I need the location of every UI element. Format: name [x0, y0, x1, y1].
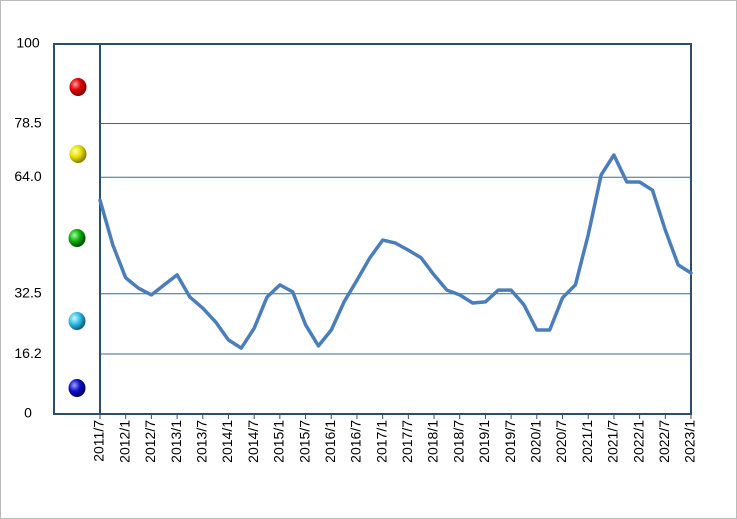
y-tick-label: 64.0 — [14, 168, 41, 184]
x-tick-label: 2018/1 — [425, 420, 441, 463]
x-tick-label: 2021/1 — [579, 420, 595, 463]
x-tick-label: 2021/7 — [605, 420, 621, 463]
x-tick-label: 2019/1 — [476, 420, 492, 463]
data-line — [98, 153, 693, 350]
x-tick-label: 2017/1 — [373, 420, 389, 463]
x-tick-label: 2016/7 — [348, 420, 364, 463]
x-tick-label: 2013/7 — [193, 420, 209, 463]
x-tick-label: 2013/1 — [168, 420, 184, 463]
x-tick-label: 2012/1 — [116, 420, 132, 463]
y-tick-label: 100 — [16, 35, 40, 51]
y-tick-label: 78.5 — [14, 114, 41, 130]
zone-dot — [68, 379, 86, 397]
x-tick-label: 2014/1 — [219, 420, 235, 463]
x-tick-label: 2015/7 — [296, 420, 312, 463]
zone-dot — [69, 145, 87, 163]
zone-dot — [68, 229, 86, 247]
x-tick-label: 2018/7 — [450, 420, 466, 463]
x-tick-label: 2020/1 — [528, 420, 544, 463]
x-tick-label: 2022/7 — [656, 420, 672, 463]
x-tick-label: 2016/1 — [322, 420, 338, 463]
x-tick-label: 2012/7 — [142, 420, 158, 463]
x-tick-label: 2011/7 — [91, 420, 107, 462]
y-tick-label: 16.2 — [14, 345, 41, 361]
x-tick-label: 2015/1 — [271, 420, 287, 463]
x-tick-label: 2020/7 — [553, 420, 569, 463]
y-tick-label: 0 — [24, 405, 32, 421]
x-tick-label: 2023/1 — [682, 420, 698, 463]
x-tick-label: 2017/7 — [399, 420, 415, 463]
x-tick-label: 2022/1 — [630, 420, 646, 463]
y-tick-label: 32.5 — [14, 284, 41, 300]
zone-dot — [68, 312, 86, 330]
plot-frame — [99, 43, 692, 415]
zone-dot — [69, 78, 87, 96]
x-tick-label: 2019/7 — [502, 420, 518, 463]
x-tick-label: 2014/7 — [245, 420, 261, 463]
